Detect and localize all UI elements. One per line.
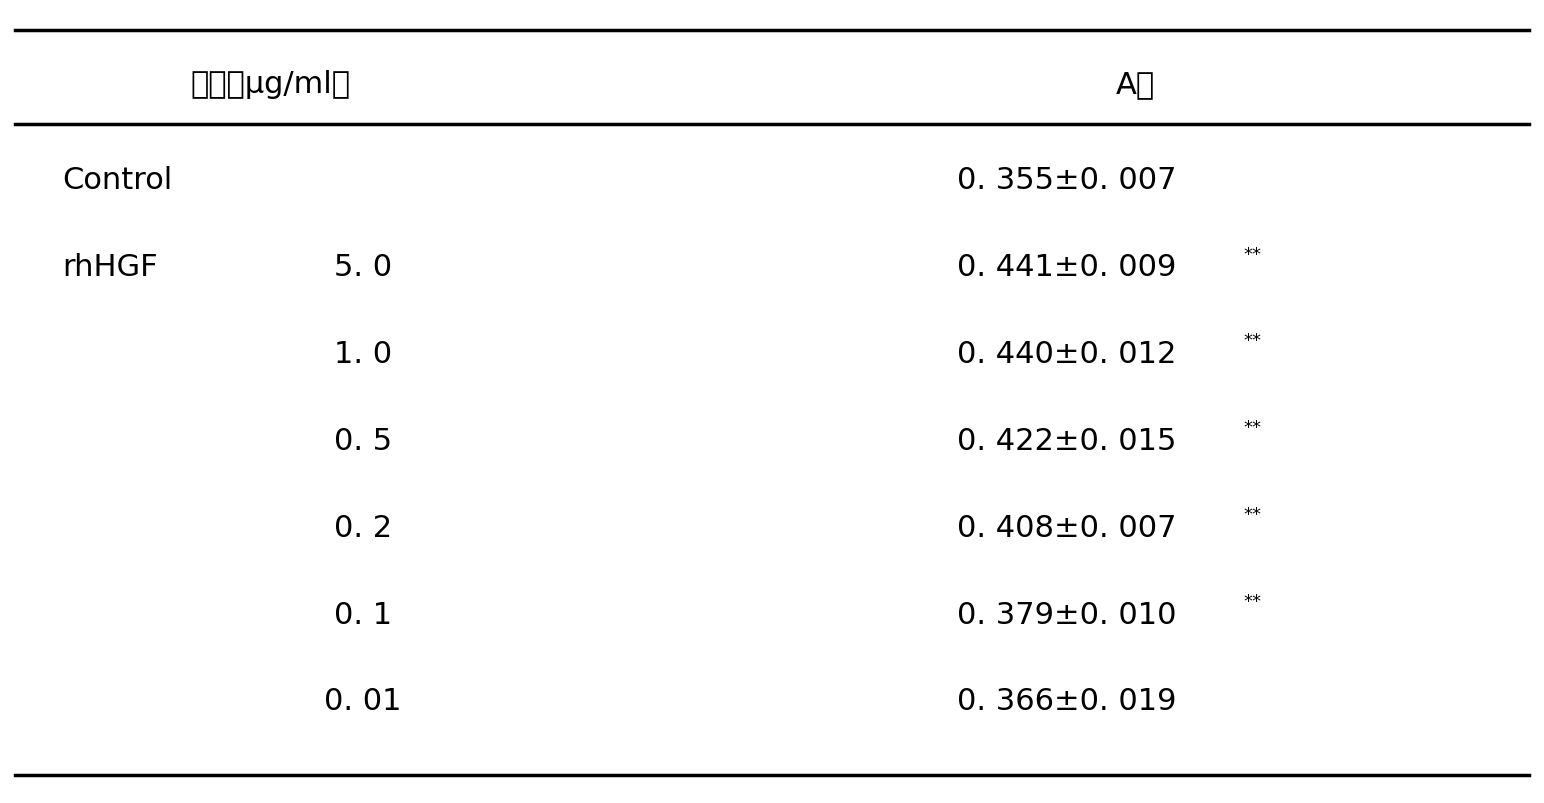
Text: 0. 440±0. 012: 0. 440±0. 012 <box>957 340 1177 369</box>
Text: 0. 01: 0. 01 <box>324 687 401 715</box>
Text: rhHGF: rhHGF <box>62 253 157 282</box>
Text: 浓度（μg/ml）: 浓度（μg/ml） <box>190 70 350 99</box>
Text: **: ** <box>1243 505 1261 524</box>
Text: 1. 0: 1. 0 <box>334 340 392 369</box>
Text: 0. 366±0. 019: 0. 366±0. 019 <box>957 687 1177 715</box>
Text: **: ** <box>1243 332 1261 350</box>
Text: **: ** <box>1243 592 1261 610</box>
Text: 0. 355±0. 007: 0. 355±0. 007 <box>957 166 1177 195</box>
Text: 0. 379±0. 010: 0. 379±0. 010 <box>957 600 1177 629</box>
Text: Control: Control <box>62 166 171 195</box>
Text: 5. 0: 5. 0 <box>334 253 392 282</box>
Text: **: ** <box>1243 418 1261 437</box>
Text: 0. 441±0. 009: 0. 441±0. 009 <box>957 253 1177 282</box>
Text: 0. 5: 0. 5 <box>334 426 392 455</box>
Text: 0. 408±0. 007: 0. 408±0. 007 <box>957 513 1177 542</box>
Text: 0. 422±0. 015: 0. 422±0. 015 <box>957 426 1177 455</box>
Text: 0. 2: 0. 2 <box>334 513 392 542</box>
Text: 0. 1: 0. 1 <box>334 600 392 629</box>
Text: A値: A値 <box>1115 70 1155 99</box>
Text: **: ** <box>1243 245 1261 263</box>
